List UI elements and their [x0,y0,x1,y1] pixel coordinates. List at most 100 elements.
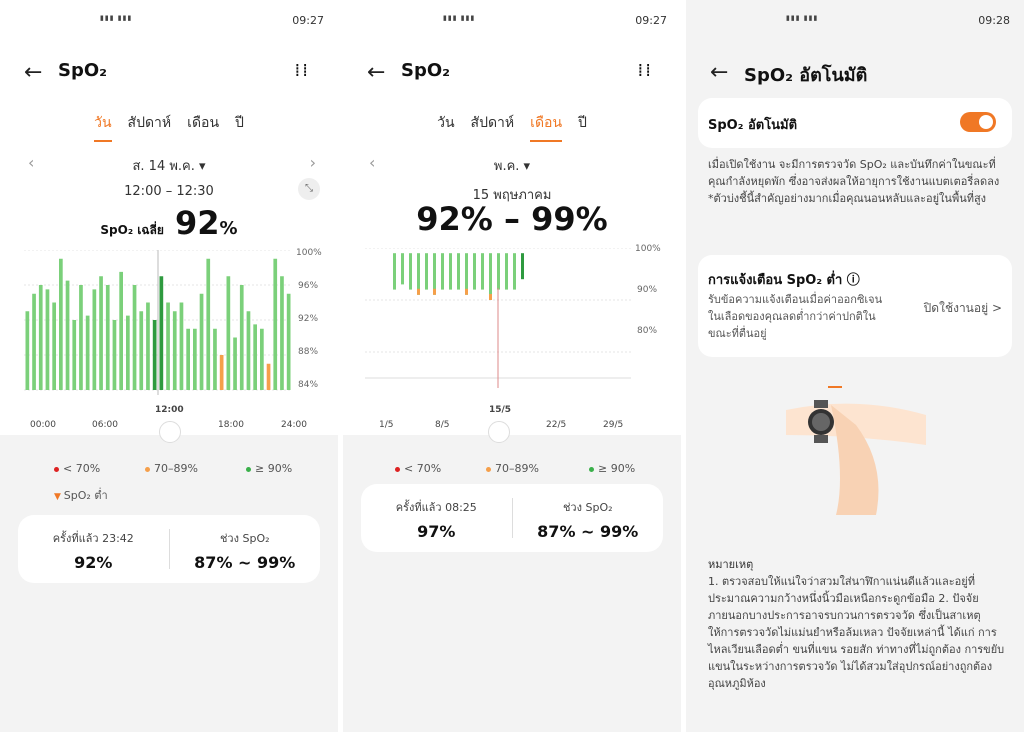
chart-scrubber-handle[interactable] [159,421,181,443]
data-bar [38,285,43,390]
data-bar [253,324,257,390]
tab-week[interactable]: สัปดาห์ [470,115,515,131]
date-selector[interactable]: ส. 14 พ.ค. ▾ [132,159,206,174]
range-label: ช่วง SpO₂ [219,532,270,545]
last-measure: ครั้งที่แล้ว 23:42 92% [18,515,169,583]
note-title: หมายเหตุ [708,558,754,571]
time-range: 12:00 – 12:30 [124,184,214,199]
wrist-illustration-icon [786,386,926,515]
signal-icons: ▮▮▮ ▮▮▮ [100,14,133,22]
range-bar [489,253,492,300]
data-bar [79,285,83,390]
y-tick-90: 90% [637,285,658,295]
y-tick-80: 80% [637,326,658,336]
more-icon[interactable]: ⁞⁞ [637,60,653,81]
auto-spo2-toggle[interactable] [960,112,996,132]
value-range: 92% – 99% [416,200,608,238]
last-label: ครั้งที่แล้ว 08:25 [395,501,477,514]
signal-icons: ▮▮▮ ▮▮▮ [786,14,819,22]
legend-green: ≥ 90% [589,462,635,475]
y-tick-88: 88% [298,347,319,357]
x-tick-15: 15/5 [489,405,512,415]
data-bar [126,315,130,390]
back-arrow-icon[interactable]: ← [367,60,386,85]
alert-state[interactable]: ปิดใช้งานอยู่ > [923,301,1002,315]
x-tick-8: 8/5 [435,420,450,430]
data-bar [273,258,278,390]
x-tick-1200: 12:00 [155,405,184,415]
data-bar [246,311,251,390]
status-time: 09:27 [635,14,667,27]
low-segment [489,294,492,300]
data-bar [59,258,63,390]
x-tick-0000: 00:00 [30,420,56,430]
chart-scrubber-handle[interactable] [488,421,510,443]
date-label: 15 พฤษภาคม [472,188,552,203]
x-tick-0600: 06:00 [92,420,118,430]
tab-year[interactable]: ปี [578,115,587,131]
data-bar [139,311,144,390]
data-bar [219,355,224,390]
status-time: 09:27 [292,14,324,27]
range-bar [425,253,428,290]
avg-unit: % [219,218,238,239]
range-value: 87% ~ 99% [194,553,296,572]
x-tick-29: 29/5 [603,420,624,430]
more-icon[interactable]: ⁞⁞ [294,60,310,81]
tab-year[interactable]: ปี [235,115,244,131]
x-tick-1800: 18:00 [218,420,244,430]
data-bar [280,276,284,390]
range-bar [449,253,452,290]
low-marker-icon: ▼ [54,492,64,502]
data-bar [92,289,97,390]
data-bar [266,363,271,390]
back-arrow-icon[interactable]: ← [24,60,43,85]
legend-green-label: ≥ 90% [598,462,636,475]
range-bar [521,253,524,280]
legend-red: < 70% [54,462,100,475]
data-bar [159,276,164,390]
divider [168,529,170,569]
avg-value: 92 [175,204,220,242]
low-alert-card[interactable]: การแจ้งเตือน SpO₂ ต่ำ ⓘ รับข้อความแจ้งเต… [698,255,1012,357]
legend-red-label: < 70% [63,462,101,475]
tab-month[interactable]: เดือน [530,112,563,142]
data-bar [226,276,231,390]
y-tick-100: 100% [635,244,661,254]
legend-orange: 70–89% [145,462,198,475]
data-bar [146,302,150,390]
page-title: SpO₂ [58,60,108,81]
next-date-icon[interactable]: › [309,153,316,172]
data-bar [172,311,177,390]
spo2-daily-chart [24,250,292,395]
auto-spo2-description: เมื่อเปิดใช้งาน จะมีการตรวจวัด SpO₂ และบ… [708,158,1000,205]
last-label: ครั้งที่แล้ว 23:42 [52,532,134,545]
range-bar [481,253,484,290]
prev-date-icon[interactable]: ‹ [369,153,376,172]
back-arrow-icon[interactable]: ← [710,60,729,85]
summary-card: ครั้งที่แล้ว 08:25 97% ช่วง SpO₂ 87% ~ 99% [361,484,663,552]
x-tick-2400: 24:00 [281,420,307,430]
legend-orange-label: 70–89% [154,462,198,475]
note-body: 1. ตรวจสอบให้แน่ใจว่าสวมใส่นาฬิกาแน่นดีแ… [708,575,1005,690]
range-bar [441,253,444,290]
date-selector[interactable]: พ.ค. ▾ [493,159,531,174]
data-bar [65,280,70,390]
tab-month[interactable]: เดือน [187,115,220,131]
legend-orange: 70–89% [486,462,539,475]
expand-icon[interactable]: ⤡ [298,178,320,200]
tab-day[interactable]: วัน [94,112,112,142]
range-value: 87% ~ 99% [537,522,639,541]
legend-orange-label: 70–89% [495,462,539,475]
range-bar [393,253,396,290]
range-bar [473,253,476,290]
tab-day[interactable]: วัน [437,115,455,131]
data-bar [213,328,217,390]
y-tick-84: 84% [298,380,319,390]
prev-date-icon[interactable]: ‹ [28,153,35,172]
data-bar [206,258,211,390]
legend-green-label: ≥ 90% [255,462,293,475]
tab-week[interactable]: สัปดาห์ [127,115,172,131]
page-title: SpO₂ [401,60,451,81]
low-segment [417,288,420,295]
